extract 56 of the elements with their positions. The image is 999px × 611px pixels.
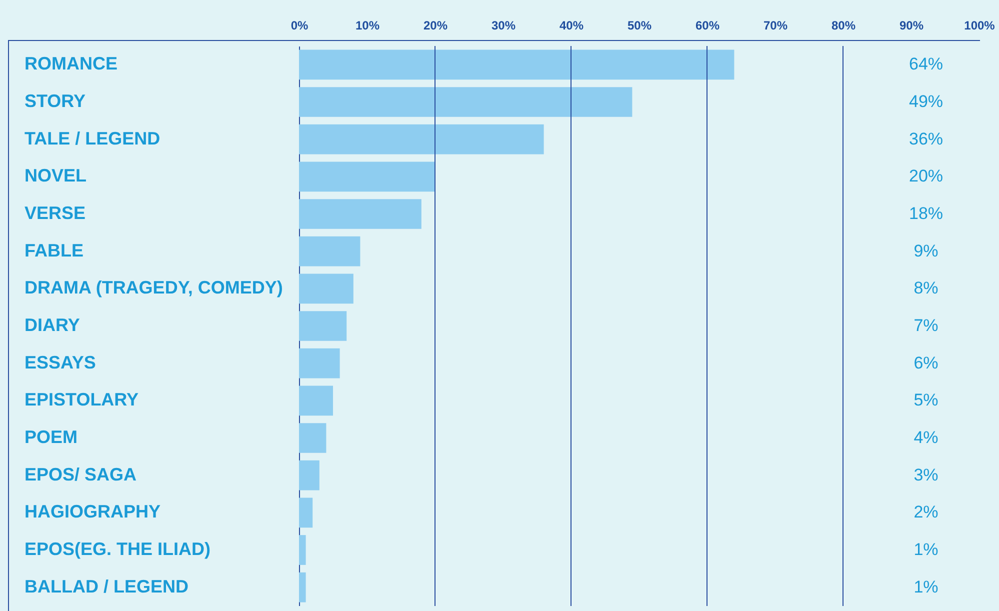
y-tick-label: BALLAD / LEGEND [24,576,188,596]
y-tick-label: HAGIOGRAPHY [24,502,161,522]
data-label: 1% [914,540,938,559]
data-label: 1% [914,577,938,596]
bar [299,162,435,192]
data-label: 64% [908,54,944,74]
data-label: 3% [914,465,938,484]
y-tick-label: NOVEL [24,166,87,186]
data-label: 6% [914,353,938,372]
y-tick-label: STORY [24,91,86,111]
x-tick-label: 10% [355,18,380,32]
bar [299,572,306,602]
bar [299,87,632,117]
bar [299,460,320,490]
bar [299,535,306,565]
y-tick-label: POEM [24,427,78,447]
bar [299,348,340,378]
y-tick-label: FABLE [24,240,84,260]
data-label: 9% [914,241,938,260]
bar [299,124,544,154]
bar [299,199,422,229]
bar [299,423,326,453]
data-label: 36% [908,129,944,148]
y-tick-label: TALE / LEGEND [24,128,160,148]
data-label: 5% [914,390,938,410]
y-tick-label: EPOS(EG. THE ILIAD) [24,539,211,559]
y-tick-label: ESSAYS [24,352,96,372]
data-label: 8% [914,278,938,298]
data-label: 4% [914,428,938,447]
x-tick-label: 50% [627,18,652,32]
x-tick-label: 80% [831,18,856,32]
y-tick-label: EPOS/ SAGA [24,464,137,484]
x-tick-label: 40% [559,18,584,32]
x-tick-label: 90% [899,18,924,32]
x-tick-label: 70% [763,18,788,32]
x-tick-label: 30% [491,18,516,32]
data-label: 20% [908,166,944,186]
y-tick-label: EPISTOLARY [24,390,139,410]
x-tick-label: 60% [695,18,720,32]
data-label: 49% [908,92,944,111]
data-label: 2% [914,502,938,522]
x-tick-label: 100% [964,18,996,32]
data-label: 7% [914,316,938,335]
x-tick-label: 0% [290,18,308,32]
y-tick-label: ROMANCE [24,54,118,74]
y-tick-label: DRAMA (TRAGEDY, COMEDY) [24,278,283,298]
bar [299,50,734,80]
bar [299,236,360,266]
bar [299,386,333,416]
bar [299,311,347,341]
x-tick-label: 20% [423,18,448,32]
data-label: 18% [908,204,944,223]
bar [299,498,313,528]
y-tick-label: DIARY [24,315,80,335]
bar [299,274,354,304]
y-tick-label: VERSE [24,203,86,223]
